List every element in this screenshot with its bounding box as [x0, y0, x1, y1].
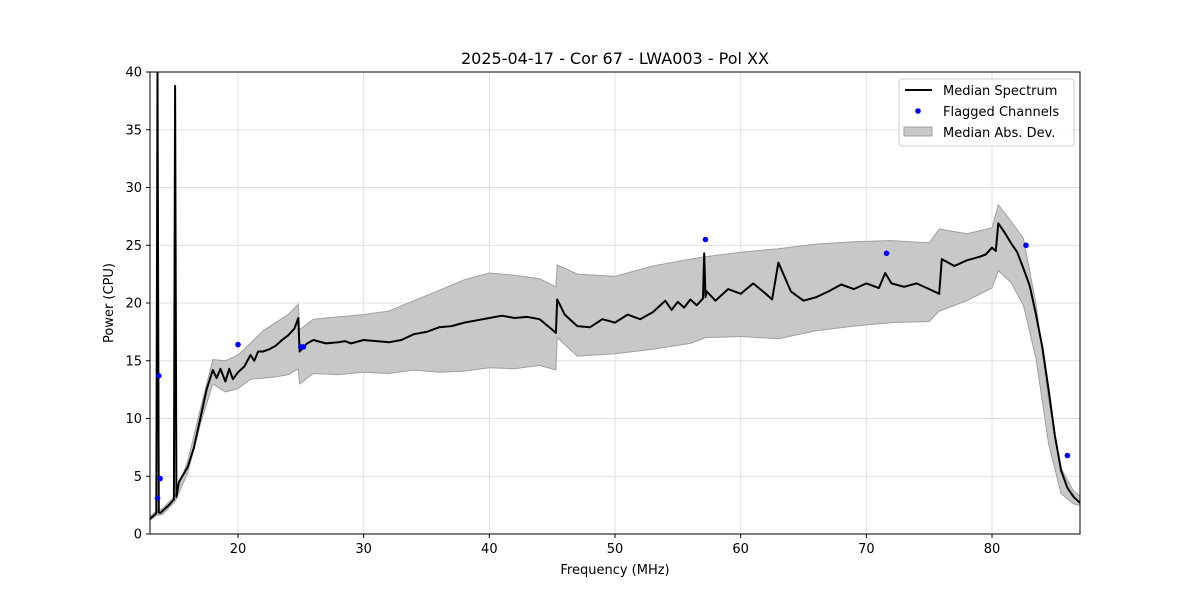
median-spectrum-line	[150, 72, 1080, 520]
legend-dot-swatch	[915, 108, 921, 114]
flagged-channel-point	[156, 373, 162, 379]
flagged-channel-point	[300, 344, 307, 350]
flagged-channel-point	[157, 475, 163, 482]
y-tick-label: 10	[125, 412, 142, 427]
legend-box	[898, 78, 1075, 147]
legend-label-flagged-channels: Flagged Channels	[943, 105, 1059, 120]
mad-band	[150, 203, 1080, 521]
x-tick-label: 50	[607, 542, 624, 557]
y-tick-label: 5	[134, 470, 142, 485]
legend-band-swatch	[903, 126, 933, 137]
flagged-channel-point	[702, 236, 709, 243]
x-axis-label: Frequency (MHz)	[560, 563, 669, 578]
chart-title: 2025-04-17 - Cor 67 - LWA003 - Pol XX	[461, 49, 769, 68]
y-tick-label: 0	[134, 528, 142, 543]
x-tick-label: 30	[355, 542, 372, 557]
flagged-channel-point	[235, 341, 241, 348]
y-tick-label: 30	[125, 181, 142, 196]
x-ticks: 20 30 40 50 60 70 80	[230, 534, 1001, 557]
x-tick-label: 40	[481, 542, 498, 557]
y-ticks: 0 5 10 15 20 25 30 35 40	[125, 66, 150, 543]
legend: Median Spectrum Flagged Channels Median …	[898, 78, 1075, 147]
median-line-layer	[150, 72, 1080, 520]
y-tick-label: 35	[125, 123, 142, 138]
x-tick-label: 70	[858, 542, 875, 557]
flagged-channel-point	[1064, 452, 1071, 459]
x-tick-label: 60	[732, 542, 749, 557]
flagged-channel-point	[1023, 242, 1029, 249]
legend-label-mad: Median Abs. Dev.	[943, 126, 1055, 141]
mad-band-layer	[150, 203, 1080, 521]
x-tick-label: 80	[984, 542, 1001, 557]
flagged-points-layer	[154, 236, 1071, 502]
y-tick-label: 15	[125, 354, 142, 369]
y-tick-label: 20	[125, 297, 142, 312]
flagged-channel-point	[883, 250, 890, 257]
flagged-channel-point	[154, 495, 161, 502]
y-tick-label: 25	[125, 239, 142, 254]
y-axis-label: Power (CPU)	[102, 263, 117, 343]
legend-label-median-spectrum: Median Spectrum	[943, 84, 1057, 99]
y-tick-label: 40	[125, 66, 142, 81]
x-tick-label: 20	[230, 542, 247, 557]
